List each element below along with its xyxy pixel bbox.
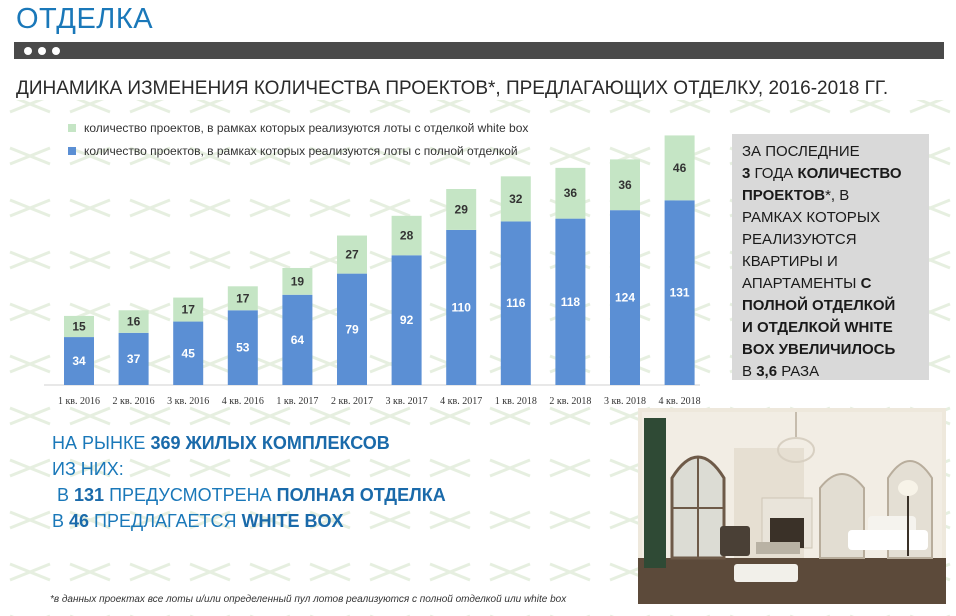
bar-full-finish xyxy=(173,321,204,385)
legend-item-whitebox: количество проектов, в рамках которых ре… xyxy=(68,116,528,139)
data-label-full: 37 xyxy=(127,352,141,366)
x-tick-label: 3 кв. 2016 xyxy=(167,396,209,407)
market-line: В 131 ПРЕДУСМОТРЕНА ПОЛНАЯ ОТДЕЛКА xyxy=(52,485,446,505)
market-line: НА РЫНКЕ 369 ЖИЛЫХ КОМПЛЕКСОВ xyxy=(52,433,390,453)
summary-line: ПРОЕКТОВ*, В xyxy=(742,187,850,204)
chart-subtitle: ДИНАМИКА ИЗМЕНЕНИЯ КОЛИЧЕСТВА ПРОЕКТОВ*,… xyxy=(16,78,889,99)
bar-whitebox xyxy=(555,167,586,219)
summary-line: В 3,6 РАЗА xyxy=(742,363,820,380)
bar-full-finish xyxy=(64,337,94,385)
data-label-full: 45 xyxy=(182,346,196,360)
bar-full-finish xyxy=(282,294,313,385)
bar-full-finish xyxy=(391,255,422,385)
x-tick-label: 3 кв. 2018 xyxy=(604,396,646,407)
summary-line: ЗА ПОСЛЕДНИЕ xyxy=(742,143,860,160)
summary-line: BOX УВЕЛИЧИЛОСЬ xyxy=(742,341,896,358)
legend-swatch-whitebox xyxy=(68,123,76,132)
market-line: В 46 ПРЕДЛАГАЕТСЯ WHITE BOX xyxy=(52,511,344,531)
summary-line: 3 ГОДА КОЛИЧЕСТВО xyxy=(742,165,902,182)
bar-full-finish xyxy=(500,221,531,385)
summary-box: ЗА ПОСЛЕДНИЕ 3 ГОДА КОЛИЧЕСТВО ПРОЕКТОВ*… xyxy=(732,134,929,380)
interior-photo xyxy=(638,408,946,604)
data-label-whitebox: 36 xyxy=(564,186,578,200)
bar-full-finish xyxy=(227,310,258,385)
data-label-whitebox: 17 xyxy=(236,291,250,305)
x-tick-label: 1 кв. 2018 xyxy=(495,396,537,407)
x-tick-label: 2 кв. 2017 xyxy=(331,396,373,407)
data-label-full: 131 xyxy=(670,286,690,300)
legend-label-whitebox: количество проектов, в рамках которых ре… xyxy=(84,120,529,135)
data-label-full: 64 xyxy=(291,333,305,347)
data-label-full: 92 xyxy=(400,313,414,327)
x-tick-label: 4 кв. 2018 xyxy=(659,396,701,407)
summary-line: И ОТДЕЛКОЙ WHITE xyxy=(742,319,893,336)
bar-full-finish xyxy=(555,218,586,385)
data-label-full: 34 xyxy=(72,354,86,368)
data-label-whitebox: 15 xyxy=(72,319,86,333)
bar-whitebox xyxy=(391,215,422,256)
footnote: *в данных проектах все лоты и/или опреде… xyxy=(50,594,567,605)
bar-full-finish xyxy=(664,200,695,385)
data-label-whitebox: 36 xyxy=(618,178,632,192)
data-label-whitebox: 32 xyxy=(509,192,523,206)
bar-whitebox xyxy=(173,297,204,322)
bar-whitebox xyxy=(500,176,531,222)
data-label-whitebox: 29 xyxy=(455,202,469,216)
summary-line: РЕАЛИЗУЮТСЯ xyxy=(742,231,857,248)
x-tick-label: 2 кв. 2018 xyxy=(549,396,591,407)
x-tick-label: 2 кв. 2016 xyxy=(113,396,155,407)
data-label-full: 53 xyxy=(236,341,250,355)
title-bar xyxy=(14,42,944,59)
legend-swatch-full xyxy=(68,146,76,155)
bar-full-finish xyxy=(337,273,367,385)
page-title: ОТДЕЛКА xyxy=(16,3,154,35)
dot-icon xyxy=(24,46,32,55)
bar-whitebox xyxy=(282,267,313,295)
bar-whitebox xyxy=(118,310,149,333)
x-tick-label: 3 кв. 2017 xyxy=(386,396,428,407)
market-summary: НА РЫНКЕ 369 ЖИЛЫХ КОМПЛЕКСОВ ИЗ НИХ: В … xyxy=(52,430,446,534)
data-label-full: 124 xyxy=(615,291,635,305)
data-label-whitebox: 27 xyxy=(345,248,359,262)
bar-full-finish xyxy=(118,332,149,385)
data-label-full: 79 xyxy=(345,322,359,336)
bar-whitebox xyxy=(227,286,258,311)
x-tick-label: 4 кв. 2016 xyxy=(222,396,264,407)
bar-full-finish xyxy=(446,229,477,385)
x-tick-label: 4 кв. 2017 xyxy=(440,396,482,407)
chart-legend: количество проектов, в рамках которых ре… xyxy=(68,116,528,162)
data-label-full: 118 xyxy=(561,295,581,309)
data-label-whitebox: 19 xyxy=(291,274,305,288)
legend-item-full: количество проектов, в рамках которых ре… xyxy=(68,139,528,162)
summary-line: АПАРТАМЕНТЫ С xyxy=(742,275,872,292)
bar-full-finish xyxy=(610,210,640,385)
data-label-whitebox: 17 xyxy=(182,303,196,317)
bar-whitebox xyxy=(337,235,367,274)
bar-whitebox xyxy=(664,135,695,201)
bar-whitebox xyxy=(610,159,640,211)
data-label-whitebox: 28 xyxy=(400,229,414,243)
data-label-full: 116 xyxy=(506,296,526,310)
x-tick-label: 1 кв. 2017 xyxy=(276,396,318,407)
x-tick-label: 1 кв. 2016 xyxy=(58,396,100,407)
summary-line: КВАРТИРЫ И xyxy=(742,253,838,270)
summary-line: ПОЛНОЙ ОТДЕЛКОЙ xyxy=(742,297,896,314)
stacked-bar-chart: 34 15 1 кв. 2016 37 16 2 кв. 2016 45 17 3 кв. 20… xyxy=(44,135,701,407)
dot-icon xyxy=(38,46,46,55)
bar-whitebox xyxy=(64,315,94,338)
summary-line: РАМКАХ КОТОРЫХ xyxy=(742,209,881,226)
data-label-whitebox: 16 xyxy=(127,315,141,329)
data-label-whitebox: 46 xyxy=(673,161,687,175)
legend-label-full: количество проектов, в рамках которых ре… xyxy=(84,143,518,158)
dot-icon xyxy=(52,46,60,55)
bar-whitebox xyxy=(446,189,477,230)
market-line: ИЗ НИХ: xyxy=(52,459,124,479)
data-label-full: 110 xyxy=(452,300,472,314)
